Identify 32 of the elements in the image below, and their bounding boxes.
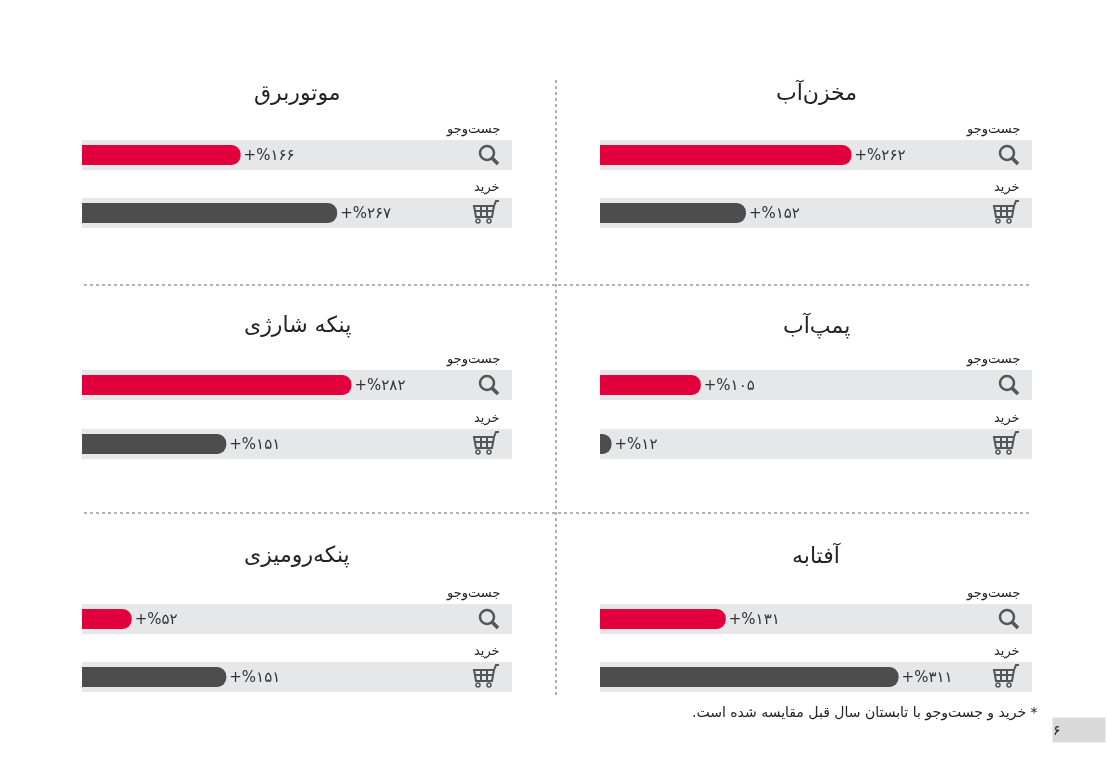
chart-title: پنکه شارژی (244, 312, 352, 338)
text: ۶ (1053, 722, 1061, 738)
data-label: +%۱۵۱ (229, 668, 281, 686)
y-tick-label: جست‌وجو (446, 121, 501, 137)
data-label: +%۱۳۱ (728, 610, 780, 628)
data-label: +%۱۰۵ (703, 376, 755, 394)
chart-title: موتوربرق (254, 80, 341, 105)
text: * خرید و جست‌وجو با تابستان سال قبل مقایسه شده است. (692, 704, 1038, 721)
y-tick-label: جست‌وجو (446, 351, 501, 367)
chart-title: آفتابه (792, 542, 841, 568)
y-tick-label: خرید (994, 410, 1020, 426)
chart-title: پنکه‌رومیزی (244, 542, 350, 568)
y-tick-label: خرید (474, 179, 500, 195)
y-tick-label: خرید (994, 643, 1020, 659)
y-tick-label: جست‌وجو (966, 585, 1021, 601)
data-label: +%۱۵۲ (748, 204, 800, 222)
y-tick-label: خرید (474, 643, 500, 659)
chart-title: پمپ‌آب (783, 312, 851, 339)
data-label: +%۲۶۷ (340, 204, 392, 222)
y-tick-label: خرید (474, 410, 500, 426)
data-label: +%۲۸۲ (354, 376, 406, 394)
data-label: +%۵۲ (134, 610, 178, 628)
data-label: +%۱۵۱ (229, 435, 281, 453)
y-tick-label: جست‌وجو (966, 351, 1021, 367)
y-tick-label: خرید (994, 179, 1020, 195)
data-label: +%۱۶۶ (243, 146, 295, 164)
y-tick-label: جست‌وجو (966, 121, 1021, 137)
data-label: +%۱۲ (614, 435, 658, 453)
chart-title: مخزن‌آب (776, 79, 858, 105)
data-label: +%۲۶۲ (854, 146, 906, 164)
data-label: +%۳۱۱ (901, 668, 953, 686)
y-tick-label: جست‌وجو (446, 585, 501, 601)
